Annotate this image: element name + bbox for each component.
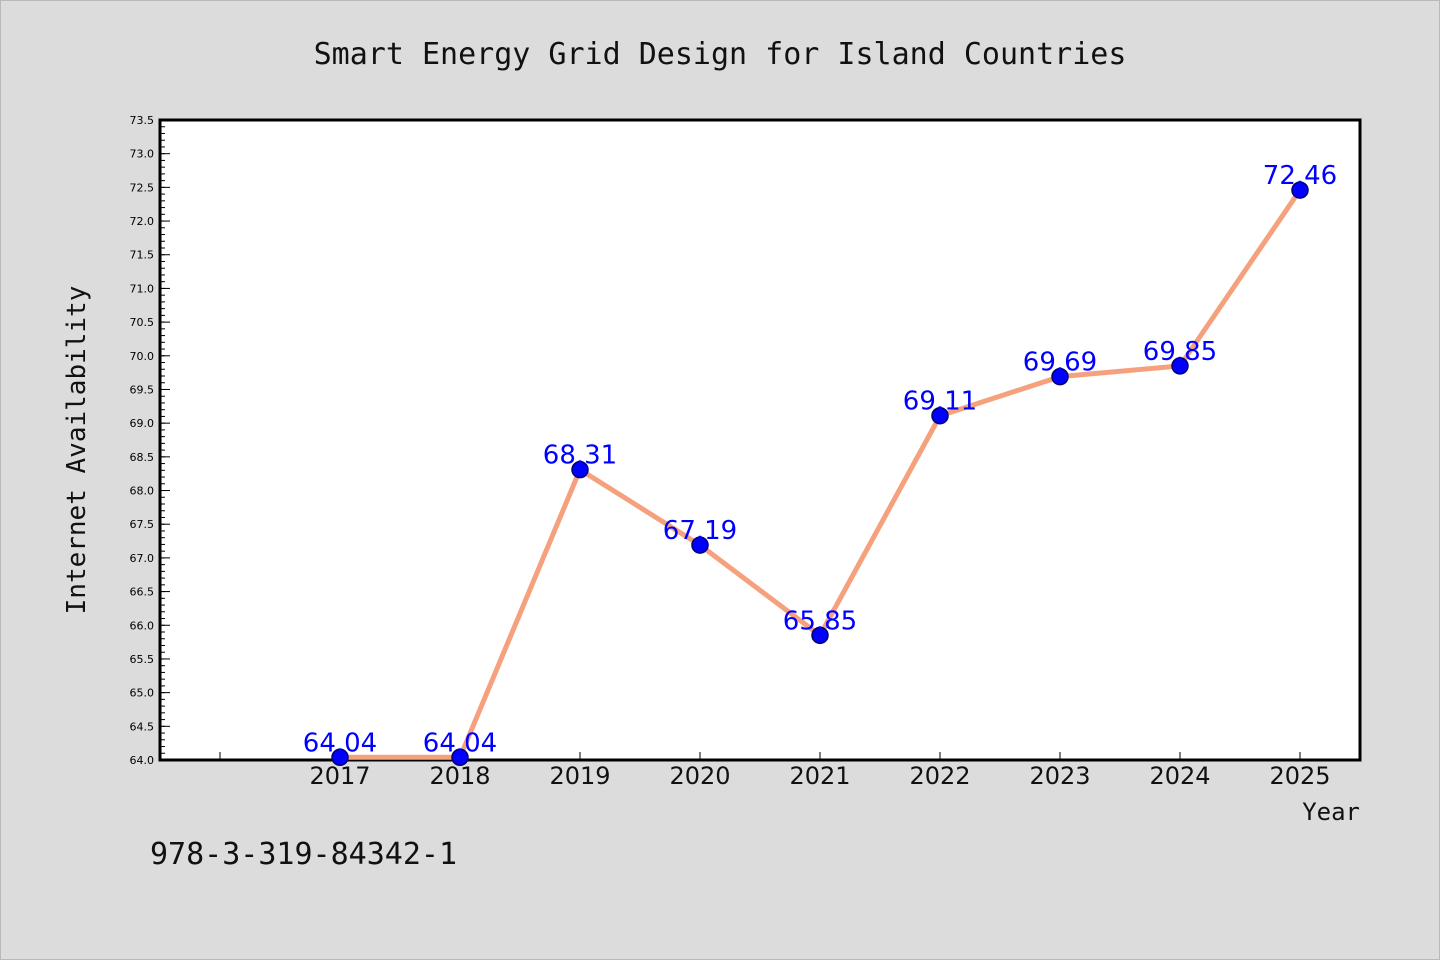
data-point (1291, 181, 1309, 199)
y-tick-label: 73.0 (130, 148, 155, 161)
y-tick-label: 71.0 (130, 282, 155, 295)
x-tick-label: 2020 (669, 762, 730, 790)
data-label: 64.04 (303, 728, 377, 758)
data-point (331, 748, 349, 767)
x-tick-label: 2022 (909, 762, 970, 790)
x-tick-label: 2023 (1029, 762, 1090, 790)
x-tick-label: 2019 (549, 762, 610, 790)
y-tick-label: 72.0 (130, 215, 155, 228)
y-tick-label: 69.5 (130, 383, 155, 396)
y-tick-label: 68.5 (130, 451, 155, 464)
y-axis: 64.0 64.5 65.0 65.5 66.0 66.5 67.0 67.5 68.0 68.5… (130, 114, 170, 767)
y-tick-label: 64.0 (130, 754, 155, 767)
data-point (1051, 367, 1069, 386)
y-tick-label: 73.5 (130, 114, 155, 127)
y-tick-label: 67.0 (130, 552, 155, 565)
y-tick-label: 64.5 (130, 720, 155, 733)
isbn-text: 978-3-319-84342-1 (150, 837, 457, 872)
data-label: 64.04 (423, 728, 497, 758)
data-label: 69.11 (903, 387, 977, 417)
plot-area (158, 118, 1362, 762)
data-point (1171, 357, 1189, 375)
y-tick-label: 70.0 (130, 350, 155, 363)
data-label: 67.19 (663, 516, 737, 546)
x-tick-label: 2025 (1269, 762, 1330, 790)
chart-title: Smart Energy Grid Design for Island Coun… (314, 37, 1127, 72)
y-tick-label: 72.5 (130, 181, 155, 194)
y-tick-label: 69.0 (130, 417, 155, 430)
x-tick-label: 2018 (429, 762, 490, 790)
series-group: 64.04 64.04 68.31 67.19 65.85 69.11 69.69 69.85… (303, 161, 1337, 767)
data-point (691, 536, 709, 554)
x-tick-label: 2024 (1149, 762, 1210, 790)
data-label: 69.69 (1023, 348, 1097, 378)
y-tick-label: 70.5 (130, 316, 155, 329)
y-tick-label: 71.5 (130, 249, 155, 262)
x-tick-label: 2021 (789, 762, 850, 790)
y-tick-label: 65.5 (130, 653, 155, 666)
y-tick-label: 68.0 (130, 485, 155, 498)
y-axis-label: Internet Availability (62, 286, 92, 615)
y-tick-label: 66.0 (130, 619, 155, 632)
data-label: 65.85 (783, 606, 857, 636)
data-point (811, 626, 829, 645)
x-tick-label: 2017 (309, 762, 370, 790)
data-point (571, 460, 589, 479)
data-label: 72.46 (1263, 161, 1337, 191)
y-tick-label: 66.5 (130, 586, 155, 599)
data-label: 68.31 (543, 441, 617, 471)
y-tick-label: 67.5 (130, 518, 155, 531)
data-point (451, 748, 469, 767)
y-tick-label: 65.0 (130, 687, 155, 700)
data-point (931, 406, 949, 425)
x-axis-label: Year (1302, 798, 1360, 826)
x-axis: 2017 2018 2019 2020 2021 2022 2023 2024 2025 (219, 752, 1331, 790)
data-label: 69.85 (1143, 337, 1217, 367)
